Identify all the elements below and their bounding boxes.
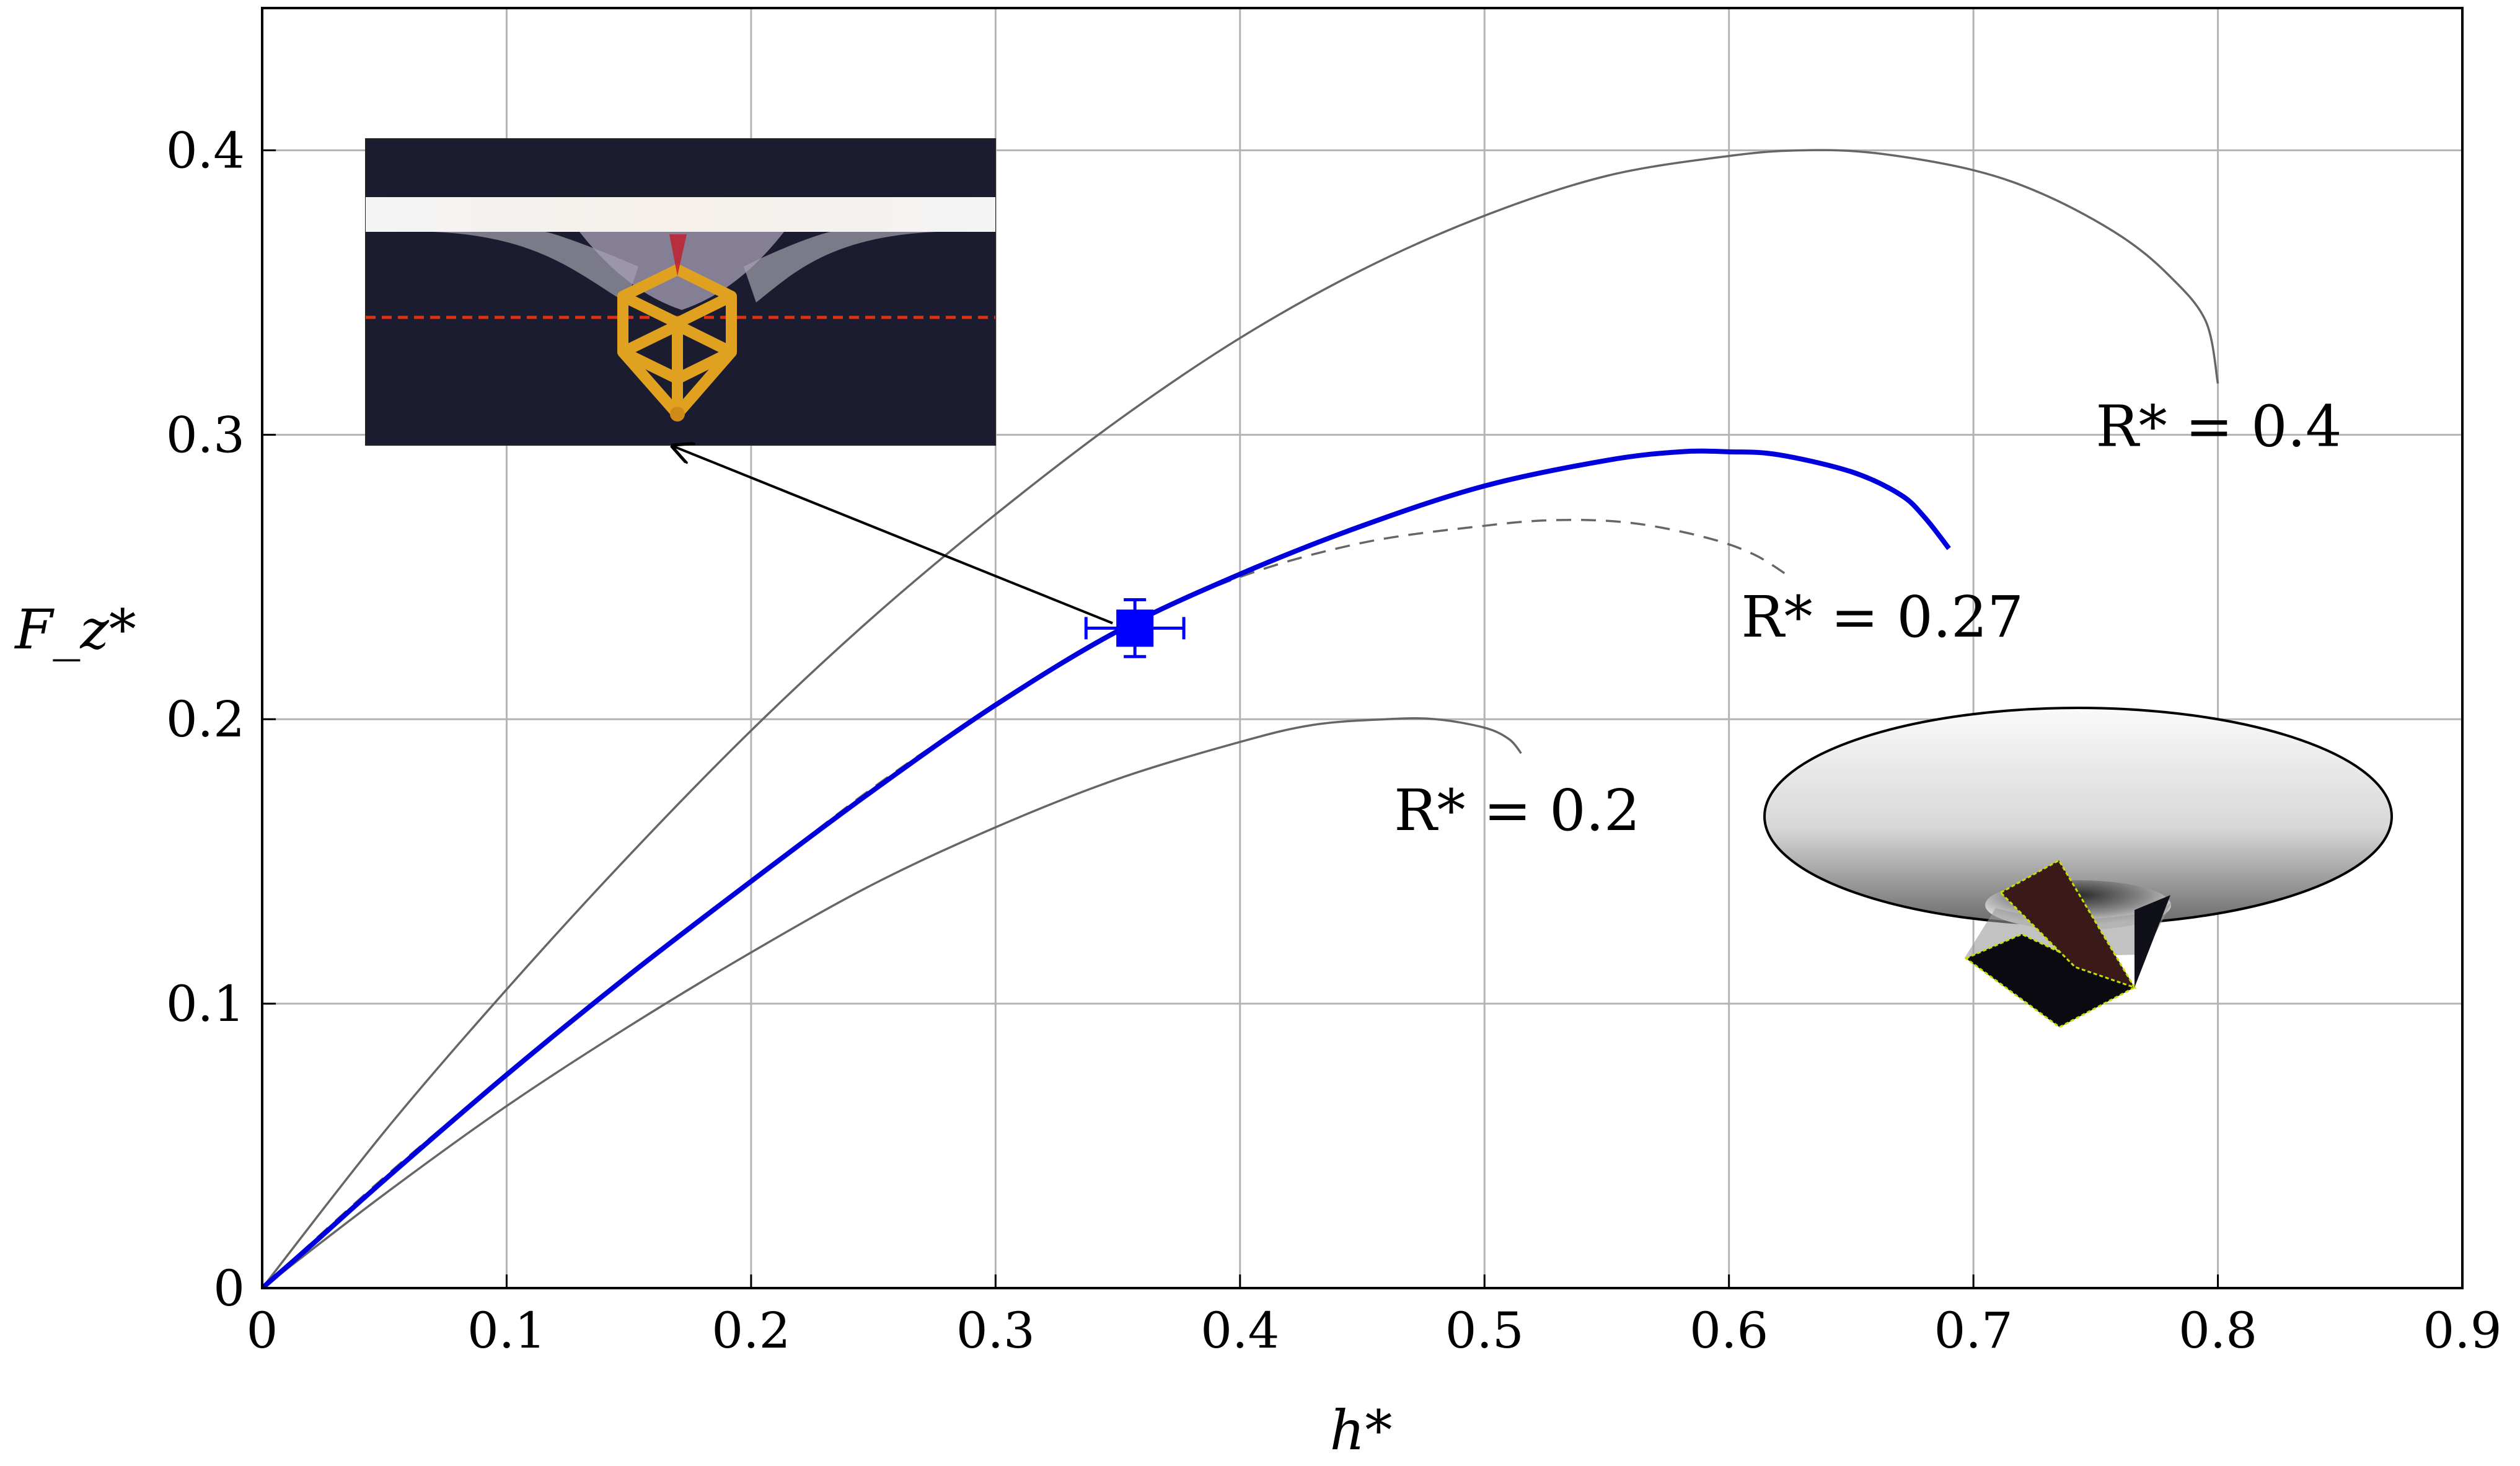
series-line-1 [262, 518, 1791, 1288]
inset-photo [365, 138, 996, 446]
x-tick-label: 0.5 [1445, 1302, 1524, 1359]
x-tick-label: 0.4 [1201, 1302, 1279, 1359]
x-tick-label: 0.3 [956, 1302, 1035, 1359]
curve-label-1: R* = 0.27 [1741, 584, 2024, 650]
x-tick-label: 0 [247, 1302, 278, 1359]
x-tick-label: 0.2 [712, 1302, 790, 1359]
x-tick-label: 0.9 [2423, 1302, 2501, 1359]
curve-label-0: R* = 0.4 [2095, 394, 2342, 460]
x-tick-label: 0.8 [2179, 1302, 2257, 1359]
photo-arrow [673, 446, 1113, 625]
x-tick-label: 0.1 [467, 1302, 546, 1359]
data-marker [1116, 609, 1154, 647]
annotation-layer: R* = 0.4 R* = 0.27 R* = 0.2 [1394, 394, 2342, 844]
curve-label-2: R* = 0.2 [1394, 777, 1640, 844]
series-line-2 [262, 717, 1522, 1288]
x-axis-title: h* [1330, 1398, 1393, 1462]
marker-layer [1084, 598, 1186, 658]
y-tick-label: 0.1 [166, 975, 245, 1033]
y-tick-label: 0.4 [166, 121, 245, 179]
series-line-0 [262, 149, 2219, 1288]
y-axis-title: F_z* [14, 598, 136, 661]
y-tick-label: 0.2 [166, 691, 245, 748]
y-tick-label: 0 [213, 1260, 245, 1317]
x-tick-label: 0.7 [1934, 1302, 2012, 1359]
x-tick-label: 0.6 [1690, 1302, 1768, 1359]
inset-simulation [1763, 707, 2393, 1028]
series-line-3 [262, 448, 1951, 1288]
plot-frame [261, 7, 2464, 1289]
tick-layer: 0 0.1 0.2 0.3 0.4 0.5 0.6 0.7 0.8 0.9 0 0.1 0.2 0.3 0.… [166, 121, 2502, 1359]
series-layer [262, 149, 2219, 1288]
y-tick-label: 0.3 [166, 406, 245, 464]
